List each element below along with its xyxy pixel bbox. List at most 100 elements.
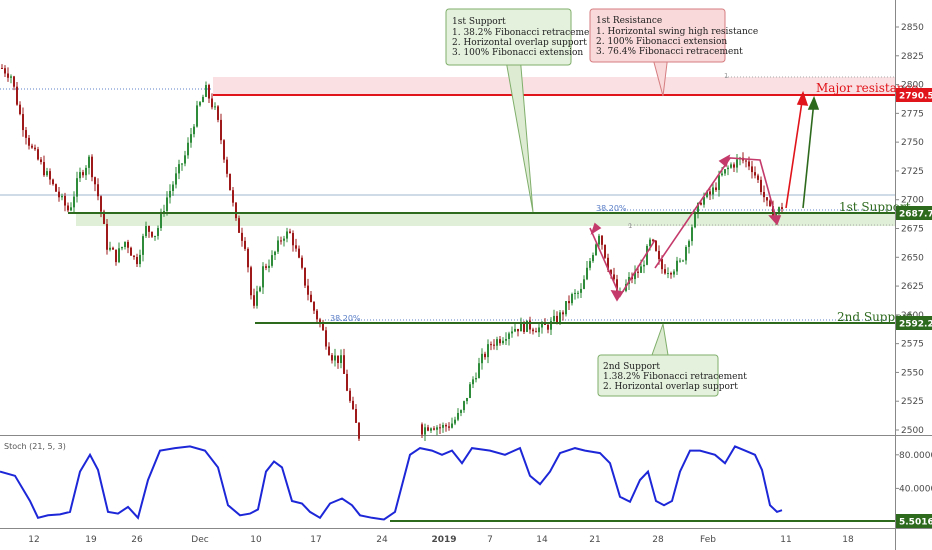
candle-body xyxy=(94,177,96,185)
candle-body xyxy=(91,156,93,178)
candle-body xyxy=(166,197,168,211)
resistance1-note: 1st Resistance 1. Horizontal swing high … xyxy=(589,8,758,63)
candle-body xyxy=(76,178,78,197)
candle-body xyxy=(475,377,477,380)
price-tick-label: 2800 xyxy=(901,81,924,91)
resistance1-note-line-4: 3. 76.4% Fibonacci retracement xyxy=(596,47,743,57)
fib-one-label-mid: 1 xyxy=(628,222,632,230)
candle-body xyxy=(757,175,759,180)
candle-body xyxy=(724,169,726,174)
candle-body xyxy=(196,105,198,127)
candle-body xyxy=(457,412,459,420)
candle-body xyxy=(31,145,33,148)
time-tick-label: 10 xyxy=(250,535,262,545)
candle-body xyxy=(163,210,165,213)
candle-body xyxy=(670,273,672,275)
candle-body xyxy=(520,322,522,332)
candle-body xyxy=(133,255,135,258)
support1-note-line-3: 2. Horizontal overlap support xyxy=(452,38,587,48)
candle-body xyxy=(118,248,120,263)
candle-body xyxy=(583,279,585,289)
candle-body xyxy=(145,226,147,237)
candle-body xyxy=(613,274,615,280)
candle-body xyxy=(538,327,540,333)
candle-body xyxy=(322,323,324,331)
major-resistance-price-text: 2790.51 xyxy=(899,92,932,102)
time-axis: 12 19 26 Dec 10 17 24 2019 7 14 21 28 Feb 11 18 xyxy=(28,535,854,545)
candle-body xyxy=(478,363,480,378)
candle-body xyxy=(202,96,204,103)
candle-body xyxy=(517,328,519,332)
swing-annotations xyxy=(589,90,820,302)
candle-body xyxy=(781,207,783,210)
candle-body xyxy=(673,271,675,275)
candle-body xyxy=(262,266,264,288)
stochastic-line xyxy=(0,445,783,521)
first-support-price-text: 2687.75 xyxy=(899,210,932,220)
candle-body xyxy=(736,159,738,168)
candle-body xyxy=(169,190,171,198)
candle-body xyxy=(763,191,765,198)
time-tick-label: 19 xyxy=(85,535,97,545)
candle-body xyxy=(217,106,219,120)
projection-green xyxy=(802,100,815,209)
candle-body xyxy=(274,251,276,256)
price-tick-label: 2525 xyxy=(901,397,924,407)
candle-body xyxy=(301,257,303,268)
candle-body xyxy=(652,239,654,241)
time-tick-label: 17 xyxy=(310,535,321,545)
price-tick-label: 2600 xyxy=(901,311,924,321)
candle-body xyxy=(43,162,45,176)
candle-body xyxy=(259,287,261,292)
candle-body xyxy=(679,260,681,262)
candle-body xyxy=(439,427,441,429)
candle-body xyxy=(283,238,285,241)
candle-body xyxy=(211,98,213,108)
oscillator-value-text: 5.5016 xyxy=(899,518,932,528)
time-tick-label: 24 xyxy=(376,535,388,545)
candle-body xyxy=(778,207,780,214)
candle-body xyxy=(436,427,438,430)
candle-body xyxy=(508,333,510,339)
candle-body xyxy=(523,322,525,332)
candle-body xyxy=(208,85,210,99)
candle-body xyxy=(574,292,576,295)
candle-body xyxy=(565,301,567,315)
candle-body xyxy=(82,172,84,176)
candle-body xyxy=(304,267,306,286)
candle-body xyxy=(460,410,462,413)
oscillator-title: Stoch (21, 5, 3) xyxy=(4,442,66,451)
candle-body xyxy=(340,355,342,364)
candle-body xyxy=(745,160,747,162)
candle-body xyxy=(331,355,333,361)
candle-body xyxy=(223,140,225,160)
price-tick-label: 2575 xyxy=(901,340,924,350)
candle-body xyxy=(247,248,249,268)
time-tick-label: 21 xyxy=(589,535,600,545)
candle-body xyxy=(514,328,516,332)
second-support-price-tag: 2592.20 xyxy=(896,316,932,330)
projection-red xyxy=(785,94,804,209)
candle-body xyxy=(751,166,753,173)
resistance1-note-line-1: 1st Resistance xyxy=(596,16,662,26)
candle-body xyxy=(310,294,312,303)
candle-body xyxy=(442,425,444,428)
candle-body xyxy=(481,353,483,364)
candle-body xyxy=(136,257,138,265)
fib2-label: 38.20% xyxy=(330,314,361,323)
candle-body xyxy=(451,423,453,428)
candle-body xyxy=(592,254,594,262)
price-tick-label: 2625 xyxy=(901,282,924,292)
candle-body xyxy=(148,226,150,232)
candle-body xyxy=(175,173,177,185)
time-tick-label: 11 xyxy=(780,535,791,545)
candle-body xyxy=(454,419,456,424)
candle-body xyxy=(661,259,663,270)
candle-body xyxy=(769,200,771,207)
candle-body xyxy=(55,184,57,192)
candle-body xyxy=(1,67,3,69)
candle-body xyxy=(280,240,282,242)
candle-body xyxy=(256,291,258,306)
candle-body xyxy=(61,195,63,198)
time-tick-label: Feb xyxy=(700,535,716,545)
